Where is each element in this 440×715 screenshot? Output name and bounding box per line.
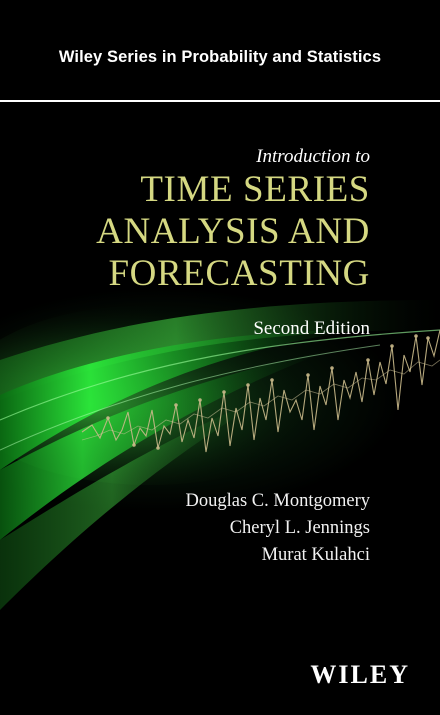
divider-rule [0,100,440,102]
time-series-points [106,334,430,450]
author-2: Cheryl L. Jennings [229,518,370,538]
publisher-logo: WILEY [310,660,410,689]
book-title-line-1: TIME SERIES [140,169,370,210]
edition-label: Second Edition [253,318,370,339]
book-title-line-2: ANALYSIS AND [96,211,370,252]
title-prefix: Introduction to [256,146,370,167]
author-1: Douglas C. Montgomery [185,491,370,511]
book-title-line-3: FORECASTING [108,253,370,294]
series-title: Wiley Series in Probability and Statisti… [58,48,382,66]
author-3: Murat Kulahci [261,545,370,565]
time-series-trace [81,329,440,453]
